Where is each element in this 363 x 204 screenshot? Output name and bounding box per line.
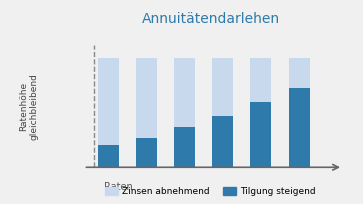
Bar (98, 145, 119, 167)
Bar (136, 138, 157, 167)
Bar (174, 58, 195, 127)
Bar (212, 58, 233, 116)
Legend: Zinsen abnehmend, Tilgung steigend: Zinsen abnehmend, Tilgung steigend (101, 183, 320, 200)
Text: Annuitätendarlehen: Annuitätendarlehen (142, 12, 280, 26)
Bar (98, 58, 119, 145)
Text: Ratenhöhe
gleichbleibend: Ratenhöhe gleichbleibend (19, 73, 38, 140)
Bar (250, 58, 272, 102)
Bar (174, 127, 195, 167)
Bar (212, 116, 233, 167)
Bar (289, 88, 310, 167)
Bar (250, 102, 272, 167)
Bar (289, 58, 310, 88)
Bar (136, 58, 157, 138)
Text: Raten: Raten (105, 182, 133, 192)
